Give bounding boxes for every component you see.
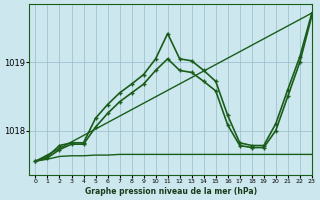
X-axis label: Graphe pression niveau de la mer (hPa): Graphe pression niveau de la mer (hPa) [84, 187, 257, 196]
